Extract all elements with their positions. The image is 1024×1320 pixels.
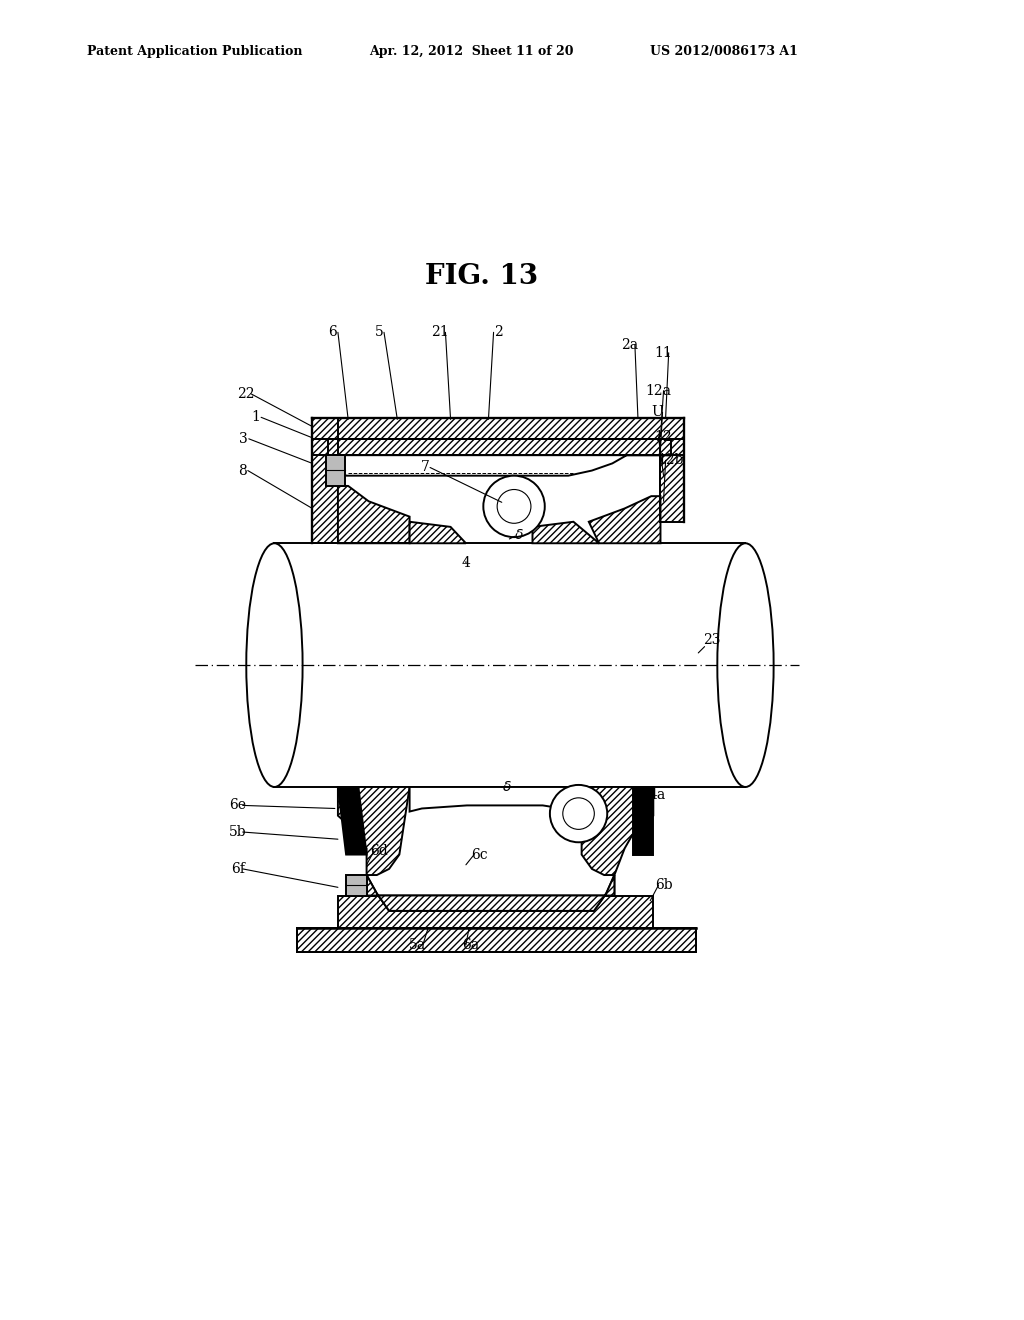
Polygon shape <box>589 496 660 544</box>
Polygon shape <box>328 455 671 475</box>
Polygon shape <box>367 875 614 911</box>
Circle shape <box>550 785 607 842</box>
Text: FIG. 13: FIG. 13 <box>425 263 538 289</box>
Ellipse shape <box>247 544 303 787</box>
Text: 12a: 12a <box>645 384 672 397</box>
Bar <box>274 544 745 787</box>
Circle shape <box>563 797 594 829</box>
Text: 21: 21 <box>431 325 450 339</box>
Text: 6d: 6d <box>370 845 388 858</box>
Text: U: U <box>651 405 664 420</box>
Text: 6b: 6b <box>654 878 673 892</box>
Text: 8: 8 <box>239 463 247 478</box>
Circle shape <box>498 490 530 523</box>
Text: 3: 3 <box>240 432 248 446</box>
Text: 6f: 6f <box>230 862 245 876</box>
Text: 22: 22 <box>237 387 255 401</box>
Text: 2: 2 <box>495 325 503 339</box>
Bar <box>660 418 684 521</box>
Polygon shape <box>367 875 614 911</box>
Text: 6c: 6c <box>471 847 487 862</box>
Text: 5b: 5b <box>228 825 247 840</box>
Bar <box>326 455 345 486</box>
Polygon shape <box>410 787 582 812</box>
Text: 5a: 5a <box>410 937 426 952</box>
Text: 6: 6 <box>329 325 337 339</box>
Circle shape <box>483 475 545 537</box>
Text: 4: 4 <box>462 556 470 570</box>
Text: US 2012/0086173 A1: US 2012/0086173 A1 <box>650 45 798 58</box>
Text: 6e: 6e <box>229 799 246 812</box>
Text: $\delta$: $\delta$ <box>514 528 524 543</box>
Polygon shape <box>633 787 653 854</box>
Ellipse shape <box>717 544 774 787</box>
Text: 12b: 12b <box>657 453 684 467</box>
Text: Patent Application Publication: Patent Application Publication <box>87 45 302 58</box>
Text: 23: 23 <box>702 632 721 647</box>
Text: 5: 5 <box>375 325 383 339</box>
Polygon shape <box>532 521 599 544</box>
Polygon shape <box>328 438 671 455</box>
Text: Apr. 12, 2012  Sheet 11 of 20: Apr. 12, 2012 Sheet 11 of 20 <box>369 45 573 58</box>
Text: 4a: 4a <box>649 788 666 803</box>
Text: 1: 1 <box>252 411 260 424</box>
Polygon shape <box>312 418 684 438</box>
Polygon shape <box>582 787 653 875</box>
Text: $\delta$: $\delta$ <box>502 780 512 793</box>
Polygon shape <box>338 486 410 544</box>
Polygon shape <box>338 787 410 875</box>
Text: 2a: 2a <box>622 338 638 351</box>
Bar <box>297 928 696 952</box>
Text: 12: 12 <box>654 430 673 444</box>
Text: 6a: 6a <box>463 937 479 952</box>
Polygon shape <box>338 895 653 928</box>
Bar <box>346 875 367 895</box>
Text: 7: 7 <box>421 461 429 474</box>
Polygon shape <box>338 787 367 854</box>
Polygon shape <box>410 521 466 544</box>
Text: 11: 11 <box>654 346 673 360</box>
Bar <box>312 418 338 544</box>
